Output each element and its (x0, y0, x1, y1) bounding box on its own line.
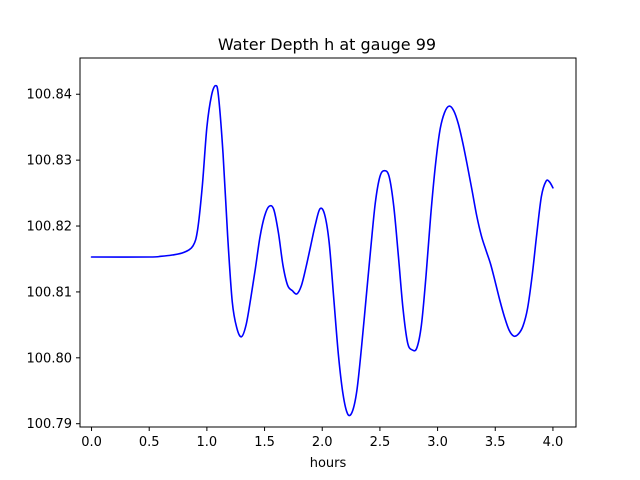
x-tick-label: 4.0 (543, 435, 564, 450)
y-tick-label: 100.79 (27, 417, 73, 432)
chart-title: Water Depth h at gauge 99 (218, 35, 436, 54)
x-tick-label: 0.5 (139, 435, 160, 450)
x-tick-label: 1.5 (254, 435, 275, 450)
series-line-0 (90, 84, 554, 417)
y-tick-label: 100.82 (27, 220, 73, 235)
x-tick-label: 3.5 (485, 435, 506, 450)
x-tick-label: 3.0 (427, 435, 448, 450)
y-tick-label: 100.81 (27, 285, 73, 300)
axes-frame (79, 57, 577, 428)
x-tick-label: 1.0 (197, 435, 218, 450)
y-tick-label: 100.84 (27, 88, 73, 103)
y-tick-label: 100.80 (27, 351, 73, 366)
x-axis: 0.0 0.5 1.0 1.5 2.0 2.5 3.0 3.5 4.0 (81, 427, 563, 450)
x-tick-label: 2.0 (312, 435, 333, 450)
x-axis-label: hours (310, 456, 347, 471)
y-tick-label: 100.83 (27, 154, 73, 169)
x-tick-label: 2.5 (370, 435, 391, 450)
y-axis: 100.79 100.80 100.81 100.82 100.83 100.84 (27, 88, 80, 432)
x-tick-label: 0.0 (81, 435, 102, 450)
plot-area (90, 84, 554, 417)
